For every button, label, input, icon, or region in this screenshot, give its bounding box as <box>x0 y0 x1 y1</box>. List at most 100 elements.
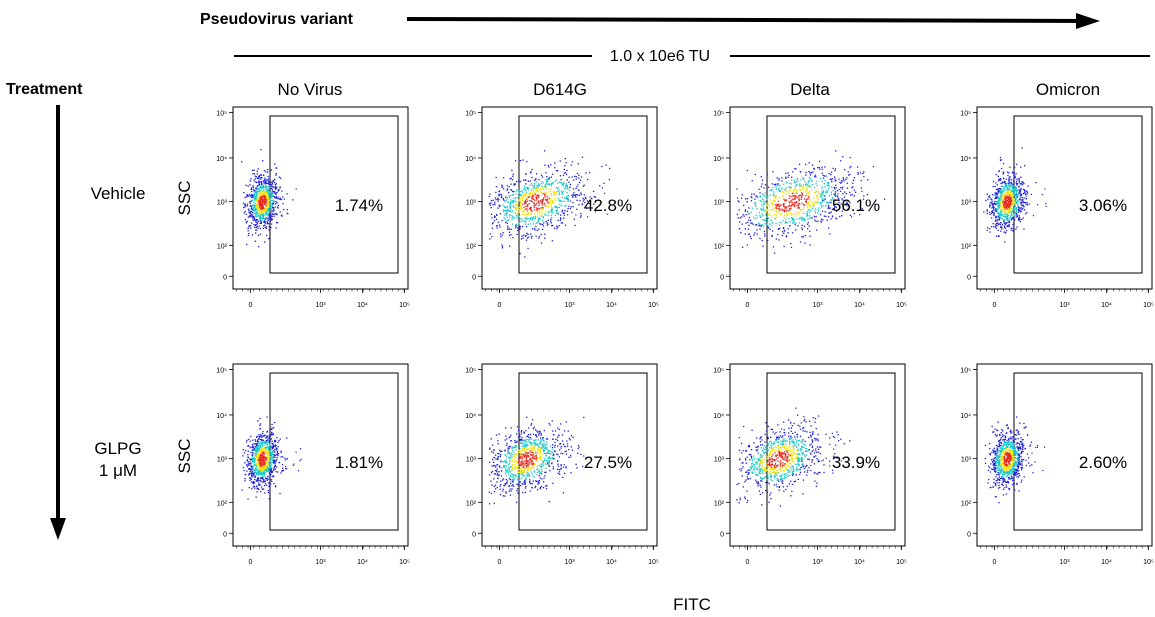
event-dot <box>1018 218 1020 221</box>
event-dot <box>785 193 787 195</box>
event-dot <box>1015 216 1017 218</box>
event-dot <box>286 458 288 460</box>
event-dot <box>274 183 276 186</box>
x-tick-label: 10³ <box>315 559 326 566</box>
event-dot <box>518 192 520 195</box>
event-dot <box>535 222 537 224</box>
event-dot <box>286 212 288 214</box>
event-dot <box>257 168 259 170</box>
event-dot <box>259 479 262 482</box>
event-dot <box>789 209 791 211</box>
event-dot <box>522 220 524 222</box>
event-dot <box>271 204 273 207</box>
event-dot <box>801 194 804 196</box>
event-dot <box>1015 193 1017 196</box>
event-dot <box>501 247 503 249</box>
event-dot <box>255 218 257 221</box>
event-dot <box>262 215 264 217</box>
event-dot <box>260 149 262 151</box>
event-dot <box>283 198 285 200</box>
event-dot <box>246 470 248 472</box>
event-dot <box>822 205 824 207</box>
event-dot <box>277 446 279 448</box>
event-dot <box>1012 210 1014 213</box>
event-dot <box>1013 204 1016 206</box>
event-dot <box>580 192 582 194</box>
event-dot <box>567 198 569 201</box>
event-dot <box>1016 180 1018 182</box>
event-dot <box>759 196 761 198</box>
event-dot <box>493 220 496 222</box>
event-dot <box>762 225 764 227</box>
event-dot <box>773 207 775 209</box>
event-dot <box>521 225 524 228</box>
event-dot <box>271 215 273 217</box>
event-dot <box>550 176 552 178</box>
event-dot <box>552 181 554 184</box>
event-dot <box>263 471 265 473</box>
event-dot <box>251 473 253 475</box>
event-dot <box>778 239 780 241</box>
event-dot <box>259 438 262 441</box>
event-dot <box>807 181 809 184</box>
event-dot <box>254 197 256 199</box>
event-dot <box>260 196 262 199</box>
event-cloud <box>488 150 611 258</box>
event-dot <box>783 203 785 205</box>
event-dot <box>517 207 519 210</box>
event-dot <box>523 195 525 197</box>
event-dot <box>247 208 250 210</box>
event-dot <box>990 213 993 215</box>
event-dot <box>527 233 529 235</box>
event-dot <box>268 441 270 443</box>
event-dot <box>255 221 257 223</box>
event-dot <box>512 223 514 225</box>
event-dot <box>994 210 997 212</box>
event-dot <box>261 211 263 213</box>
event-dot <box>772 194 775 197</box>
event-dot <box>256 211 258 214</box>
event-dot <box>544 184 547 186</box>
event-dot <box>1007 218 1009 221</box>
event-dot <box>785 177 787 179</box>
event-dot <box>784 222 786 224</box>
event-dot <box>1002 190 1005 192</box>
event-dot <box>527 187 529 189</box>
event-dot <box>250 478 252 480</box>
event-dot <box>260 467 262 469</box>
event-dot <box>519 208 521 210</box>
event-dot <box>839 181 841 183</box>
event-dot <box>769 189 771 192</box>
event-dot <box>286 193 288 195</box>
event-dot <box>270 194 273 197</box>
event-dot <box>817 212 819 214</box>
event-dot <box>798 197 800 200</box>
event-dot <box>583 194 585 196</box>
event-dot <box>268 440 270 442</box>
event-dot <box>267 207 270 210</box>
event-dot <box>258 484 260 486</box>
event-dot <box>566 183 568 185</box>
event-dot <box>533 187 536 189</box>
event-dot <box>1011 215 1013 217</box>
event-dot <box>1007 191 1009 194</box>
event-dot <box>1005 203 1007 205</box>
event-dot <box>1021 209 1023 211</box>
event-dot <box>1012 202 1014 204</box>
event-dot <box>262 227 264 230</box>
event-dot <box>777 187 780 189</box>
event-dot <box>792 232 794 234</box>
event-dot <box>261 206 263 208</box>
event-dot <box>1001 217 1003 220</box>
event-dot <box>579 179 582 181</box>
event-dot <box>804 190 806 192</box>
event-dot <box>807 201 809 203</box>
event-dot <box>560 218 562 220</box>
event-dot <box>785 187 788 189</box>
event-dot <box>269 195 271 197</box>
event-dot <box>263 459 265 461</box>
event-dot <box>286 468 288 470</box>
event-dot <box>566 210 568 212</box>
event-dot <box>268 459 271 461</box>
event-dot <box>529 208 531 210</box>
